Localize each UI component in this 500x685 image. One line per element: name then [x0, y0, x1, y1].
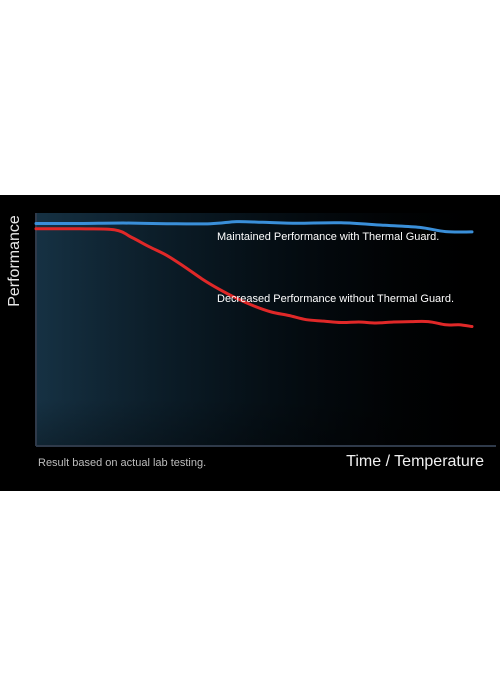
y-axis-label-wrap: Performance: [2, 205, 28, 317]
chart-panel: Performance Maintained Performance with …: [0, 195, 500, 491]
red-series-line: [34, 227, 474, 328]
x-axis-label: Time / Temperature: [346, 453, 484, 470]
red-series-annotation: Decreased Performance without Thermal Gu…: [217, 293, 455, 305]
blue-series-annotation: Maintained Performance with Thermal Guar…: [217, 231, 440, 243]
blue-series-line: [34, 220, 474, 234]
line-chart: [34, 213, 496, 447]
y-axis-label: Performance: [6, 215, 23, 307]
lab-testing-note: Result based on actual lab testing.: [38, 457, 207, 469]
plot-area-shade: [36, 213, 496, 445]
